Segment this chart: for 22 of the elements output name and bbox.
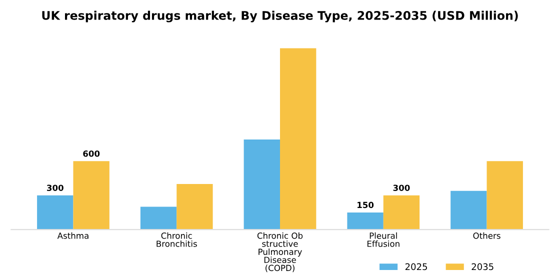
- x-tick-label: Pleural Effusion: [367, 232, 400, 247]
- chart-title: UK respiratory drugs market, By Disease Type, 2025-2035 (USD Million): [42, 10, 518, 22]
- x-tick-label: Others: [473, 232, 500, 239]
- bar: [140, 206, 177, 230]
- data-label: 600: [83, 150, 100, 157]
- data-label: 300: [393, 184, 410, 191]
- x-tick-label: Asthma: [57, 232, 88, 239]
- legend-label: 2035: [472, 263, 494, 270]
- bar: [244, 140, 280, 230]
- bar: [37, 195, 74, 230]
- bar: [73, 161, 110, 230]
- x-tick-label: Chronic Bronchitis: [156, 232, 197, 247]
- bar: [450, 190, 487, 230]
- data-label: 150: [358, 202, 374, 208]
- bar: [280, 48, 316, 230]
- x-tick-label: Chronic Ob structive Pulmonary Disease (COPD): [257, 232, 303, 272]
- data-label: 300: [47, 184, 64, 191]
- bar: [176, 184, 213, 230]
- legend-label: 2025: [405, 263, 427, 270]
- bar: [486, 161, 523, 230]
- bar: [383, 195, 420, 230]
- bar: [347, 212, 384, 230]
